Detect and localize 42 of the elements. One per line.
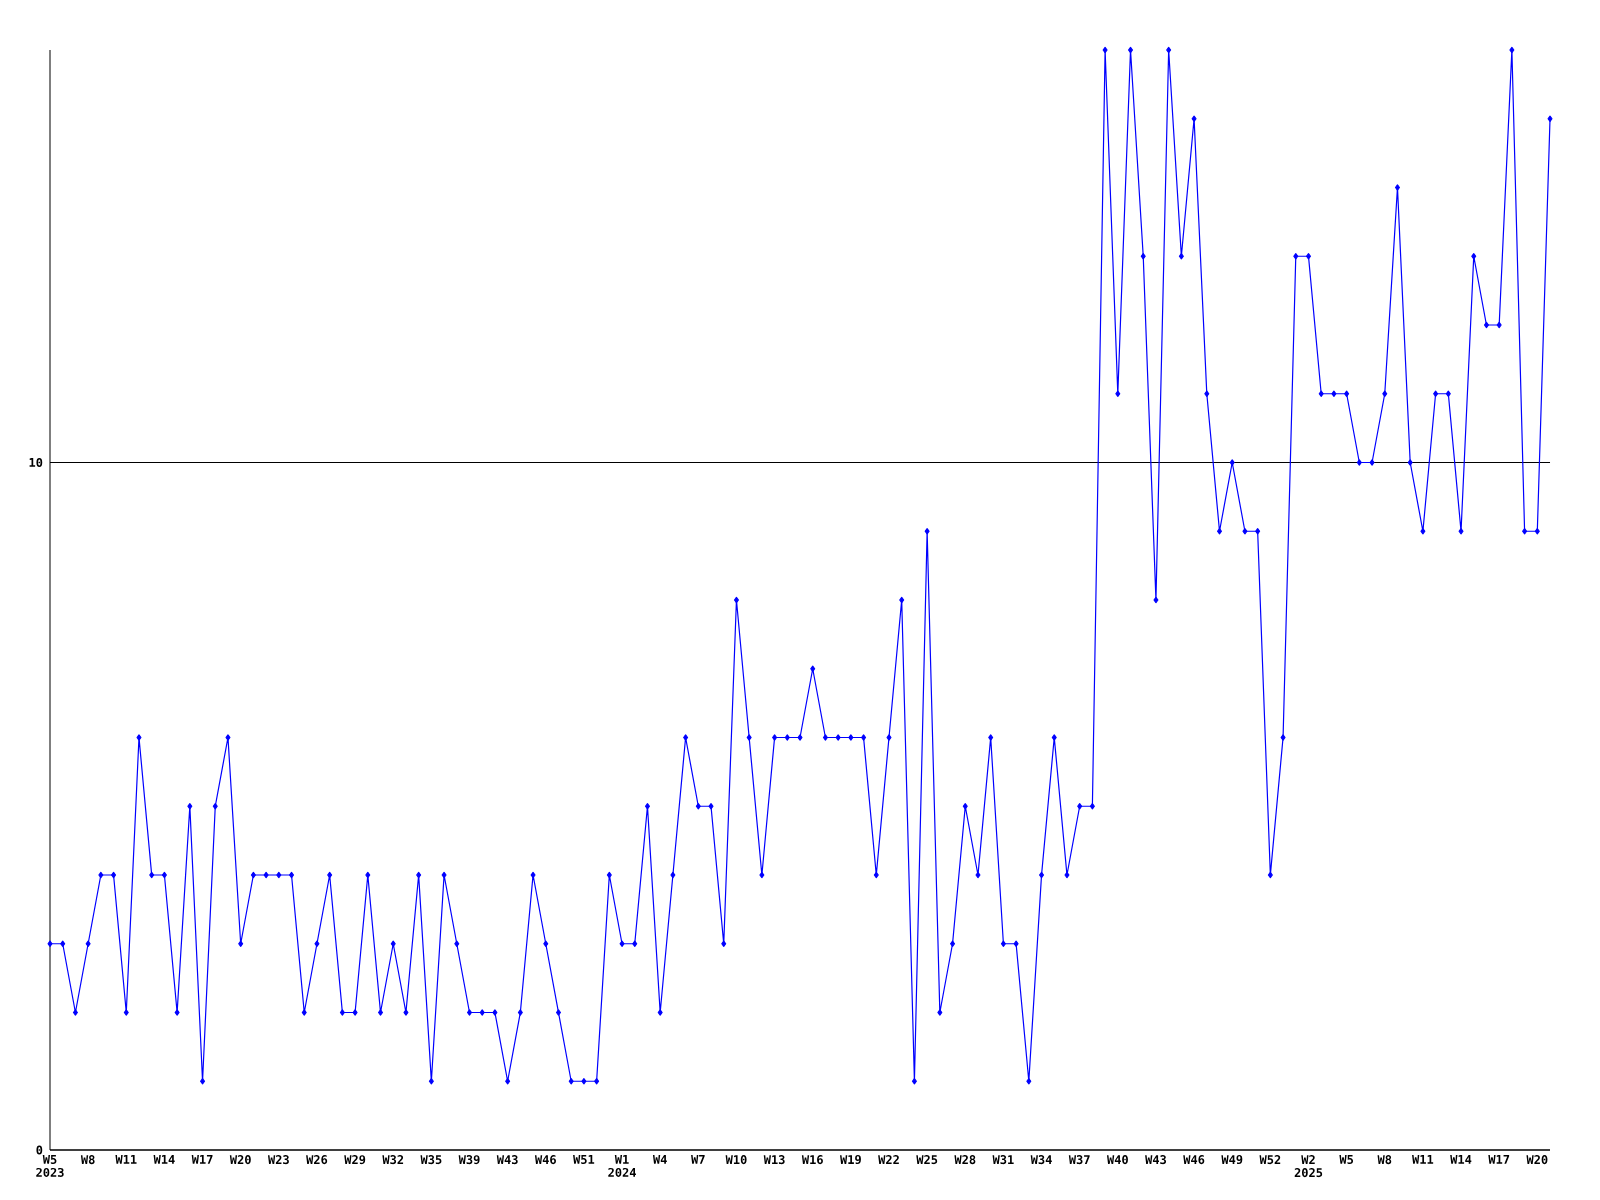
- x-tick-label: W16: [801, 1155, 823, 1165]
- x-tick-label: W20: [1526, 1155, 1548, 1165]
- x-tick-label: W8: [80, 1155, 95, 1165]
- x-tick-label: W17: [191, 1155, 213, 1164]
- x-tick-label: W22: [878, 1155, 899, 1164]
- x-tick-label: W13: [763, 1155, 785, 1165]
- x-tick-label: W4: [652, 1155, 667, 1164]
- x-tick-label: W39: [458, 1155, 480, 1165]
- x-tick-label: W34: [1030, 1155, 1052, 1165]
- x-tick-label: W46: [534, 1155, 556, 1165]
- x-tick-label: W20: [229, 1155, 251, 1165]
- x-tick-label: W1 2024: [608, 1155, 636, 1177]
- x-tick-label: W29: [344, 1155, 366, 1165]
- x-tick-label: W14: [153, 1155, 175, 1164]
- x-tick-label: W31: [992, 1155, 1014, 1165]
- x-tick-label: W14: [1450, 1155, 1472, 1164]
- x-tick-label: W25: [916, 1155, 938, 1165]
- x-tick-label: W51: [573, 1155, 595, 1164]
- x-tick-label: W8: [1377, 1155, 1392, 1165]
- y-tick-label: 10: [29, 457, 43, 468]
- x-tick-label: W49: [1221, 1155, 1243, 1165]
- x-tick-label: W23: [267, 1155, 289, 1165]
- x-tick-label: W43: [1145, 1155, 1167, 1165]
- x-tick-label: W19: [840, 1155, 861, 1165]
- x-tick-label: W32: [382, 1155, 404, 1165]
- x-tick-label: W2 2025: [1294, 1155, 1323, 1178]
- x-tick-label: W40: [1106, 1155, 1128, 1165]
- x-tick-label: W5 2023: [36, 1155, 64, 1177]
- x-tick-label: W5: [1339, 1155, 1354, 1164]
- x-tick-label: W46: [1183, 1155, 1205, 1165]
- x-tick-label: W17: [1488, 1155, 1510, 1164]
- x-tick-label: W43: [496, 1155, 518, 1165]
- x-tick-label: W37: [1068, 1155, 1090, 1165]
- x-tick-label: W7: [691, 1155, 705, 1164]
- x-tick-label: W11: [1412, 1155, 1434, 1164]
- y-tick-label: 0: [36, 1145, 43, 1155]
- x-tick-label: W35: [420, 1155, 442, 1165]
- x-tick-label: W28: [954, 1155, 976, 1165]
- x-tick-label: W10: [725, 1155, 747, 1165]
- x-tick-label: W52: [1259, 1155, 1281, 1165]
- x-tick-label: W26: [306, 1155, 328, 1165]
- x-tick-label: W11: [115, 1155, 137, 1164]
